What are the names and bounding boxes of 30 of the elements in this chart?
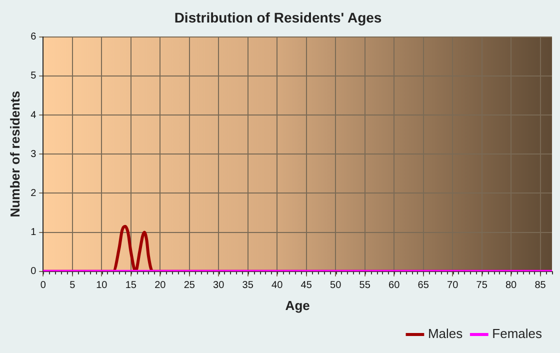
x-tick-label: 15 [125,280,137,292]
x-tick-label: 50 [330,280,342,292]
x-tick-label: 0 [40,280,46,292]
y-tick-label: 4 [30,110,37,121]
chart-title: Distribution of Residents' Ages [174,9,382,26]
x-tick-label: 65 [418,280,430,292]
x-tick-label: 20 [154,280,166,292]
x-tick-label: 5 [70,280,76,292]
x-tick-label: 85 [534,280,546,292]
x-tick-label: 70 [447,280,459,292]
x-axis-title: Age [285,298,310,313]
y-tick-label: 6 [30,32,37,43]
y-tick-label: 2 [30,188,37,199]
x-tick-label: 60 [388,280,400,292]
x-tick-label: 75 [476,280,488,292]
x-tick-label: 35 [242,280,254,292]
y-tick-label: 1 [30,227,37,238]
x-tick-label: 55 [359,280,371,292]
x-tick-label: 45 [300,280,312,292]
y-tick-label: 5 [30,70,37,82]
legend-label: Males [428,326,464,342]
y-tick-label: 0 [30,266,37,278]
y-tick-label: 3 [30,148,37,160]
legend-label: Females [492,326,542,342]
x-tick-label: 40 [272,280,284,292]
x-tick-label: 30 [213,280,225,292]
y-axis-title: Number of residents [7,90,22,218]
x-tick-label: 10 [96,280,108,292]
x-tick-label: 80 [505,280,518,292]
x-tick-label: 25 [184,280,196,292]
